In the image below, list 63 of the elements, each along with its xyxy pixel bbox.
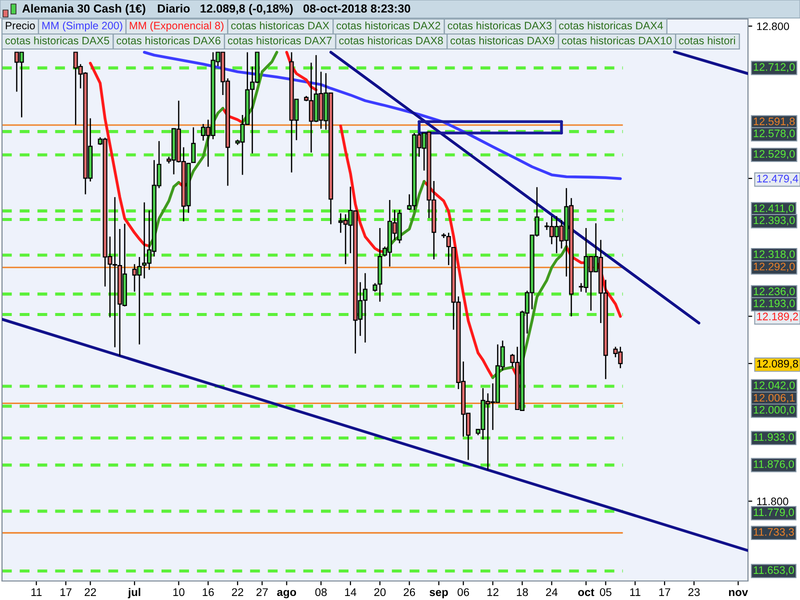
chart-subtitle: Diario 12.089,8 (-0,18%) 08-oct-2018 8:23:30: [158, 4, 410, 15]
x-tick-label: 06: [458, 588, 470, 596]
annotation: cotas historicas DAX6: [116, 36, 220, 44]
annotation: cotas historicas DAX9: [450, 36, 554, 44]
ref-line-label: 12.578,0: [754, 130, 795, 138]
x-tick-label: jul: [128, 588, 140, 598]
ref-line-label: 12.712,0: [754, 63, 795, 72]
annotation: cotas historicas DAX4: [559, 22, 663, 30]
annotation: cotas histori: [679, 36, 735, 44]
x-tick-label: 22: [232, 588, 244, 596]
legend-label: Precio: [6, 22, 35, 30]
ref-line-label: 12.292,0: [754, 262, 795, 272]
annotation: cotas historicas DAX: [231, 22, 330, 30]
ref-line-label: 12.042,0: [754, 381, 795, 390]
x-tick-label: 10: [173, 588, 184, 596]
annotation: cotas historicas DAX2: [336, 22, 440, 30]
x-tick-label: sep: [430, 590, 448, 598]
annotation: cotas historicas DAX5: [5, 36, 110, 44]
x-tick-label: 20: [374, 588, 386, 596]
ref-line-label: 12.529,0: [754, 150, 795, 160]
x-tick-label: 12: [487, 588, 498, 596]
x-tick-label: 26: [404, 588, 416, 596]
x-tick-label: oct: [578, 588, 594, 596]
x-tick-label: ago: [277, 590, 296, 598]
ref-line-label: 12.193,0: [754, 300, 795, 308]
ref-line-label: 12.393,0: [754, 216, 795, 226]
y-tick-label: 12.800: [757, 22, 790, 30]
x-tick-label: 11: [630, 588, 640, 596]
x-tick-label: 18: [516, 588, 528, 596]
x-tick-label: 08: [315, 588, 327, 596]
y-tick-label: 12.479,4: [757, 174, 798, 184]
x-tick-label: 22: [84, 588, 96, 596]
annotation: cotas historicas DAX7: [228, 36, 332, 44]
x-tick-label: 11: [31, 588, 42, 596]
x-tick-label: 17: [659, 588, 670, 596]
annotation: cotas historicas DAX8: [339, 36, 443, 44]
x-tick-label: 05: [600, 588, 612, 596]
ref-line-label: 12.000,0: [754, 406, 795, 415]
annotation: cotas historicas DAX10: [562, 36, 672, 44]
annotation: cotas historicas DAX3: [448, 22, 552, 30]
y-tick-label: 12.189,2: [757, 312, 798, 322]
ref-line-label: 11.653,0: [754, 566, 794, 576]
x-tick-label: 17: [60, 588, 72, 596]
x-tick-label: 14: [345, 588, 356, 596]
y-tick-label: 12.089,8: [757, 360, 798, 369]
x-tick-label: 27: [256, 588, 268, 596]
ref-line-label: 11.779,0: [754, 508, 794, 518]
y-tick-label: 11.800: [757, 498, 788, 506]
ref-line-label: 11.933,0: [754, 433, 794, 442]
x-tick-label: nov: [729, 590, 748, 596]
chart-title: Alemania 30 Cash (1€): [22, 4, 146, 15]
x-tick-label: 16: [202, 588, 214, 596]
x-tick-label: 24: [546, 588, 558, 596]
ref-line-label: 12.236,0: [754, 288, 795, 296]
ref-line-label: 12.006,1: [754, 394, 795, 403]
ref-line-label: 12.591,8: [754, 118, 795, 126]
ref-line-label: 11.733,3: [754, 528, 794, 538]
text: MM (Exponencial 8): [130, 22, 224, 32]
ref-line-label: 12.411,0: [754, 204, 794, 214]
text: MM (Simple 200): [42, 22, 122, 32]
ref-line-label: 12.318,0: [754, 250, 795, 260]
ref-line-label: 11.876,0: [754, 460, 794, 470]
x-tick-label: 23: [688, 588, 700, 596]
